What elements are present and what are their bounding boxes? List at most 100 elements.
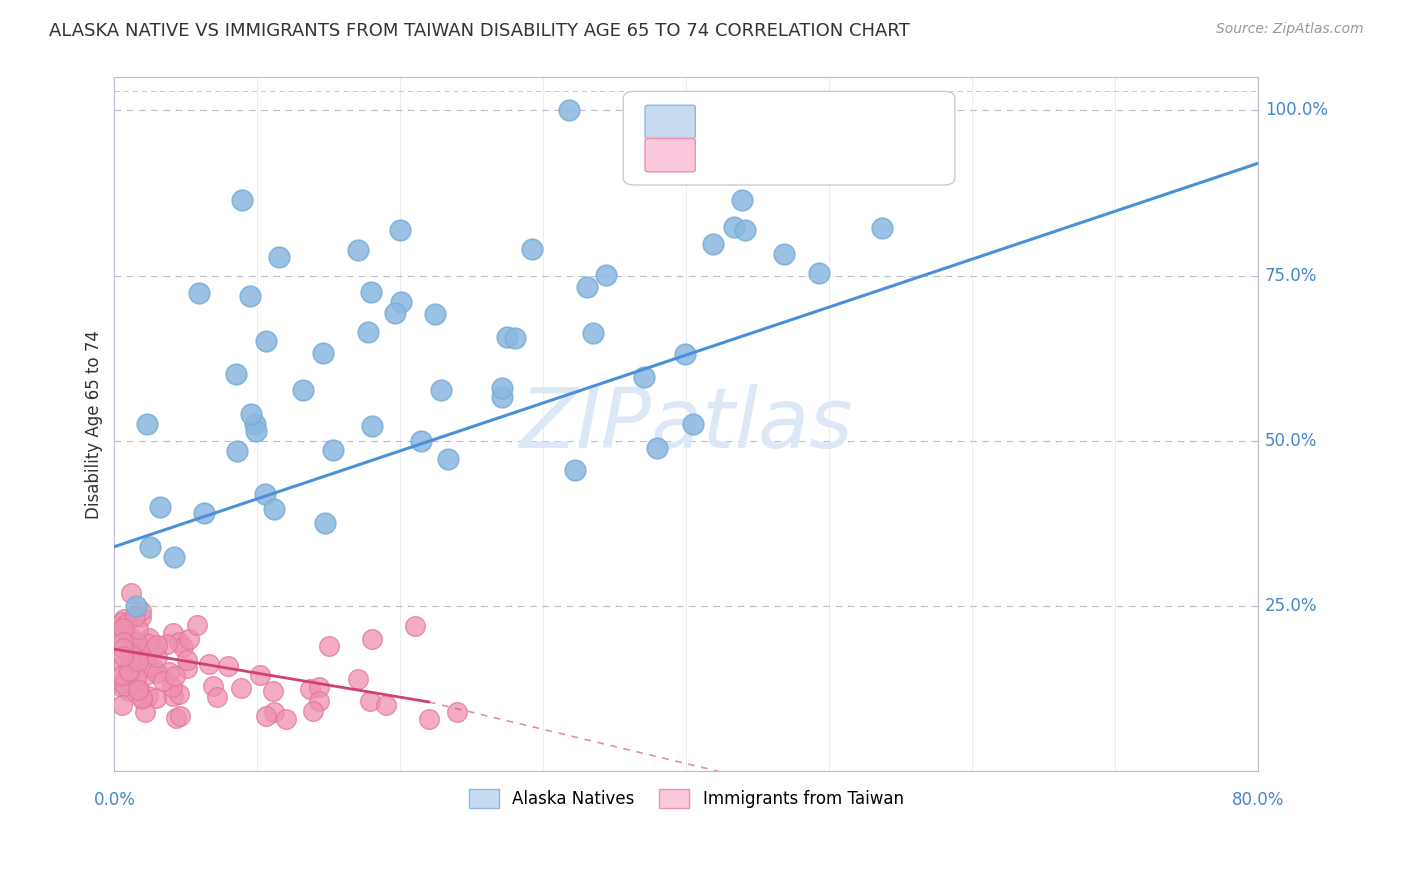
Point (131, 605, 153, 619)
Point (136, 660, 159, 674)
Point (114, 672, 136, 686)
Point (129, 645, 152, 659)
Point (134, 705, 156, 719)
Point (111, 680, 134, 694)
Point (254, 487, 277, 501)
Point (124, 609, 146, 624)
Point (111, 640, 134, 655)
Point (114, 625, 136, 640)
Point (503, 331, 526, 345)
Point (118, 650, 141, 665)
Point (267, 250, 290, 264)
Point (142, 661, 165, 675)
Point (274, 712, 297, 726)
Point (131, 690, 153, 705)
Point (118, 644, 141, 658)
Text: ZIPatlas: ZIPatlas (519, 384, 853, 465)
Text: Source: ZipAtlas.com: Source: ZipAtlas.com (1216, 22, 1364, 37)
Point (129, 610, 152, 624)
Point (125, 635, 148, 649)
Point (346, 244, 368, 258)
Point (120, 586, 142, 600)
Point (156, 636, 179, 650)
Point (723, 220, 745, 235)
Point (177, 632, 200, 646)
Point (127, 681, 149, 695)
Point (347, 672, 370, 686)
Point (136, 636, 159, 650)
Point (136, 417, 159, 432)
Point (409, 434, 432, 449)
Point (564, 463, 586, 477)
Text: 80.0%: 80.0% (1232, 791, 1284, 809)
Point (437, 451, 460, 466)
Point (491, 390, 513, 404)
Point (165, 711, 187, 725)
Point (125, 646, 148, 660)
FancyBboxPatch shape (645, 105, 696, 138)
Point (446, 705, 468, 719)
Point (146, 638, 169, 652)
Point (263, 683, 285, 698)
Point (731, 193, 754, 207)
Text: 75.0%: 75.0% (1265, 267, 1317, 285)
Point (127, 654, 149, 668)
Point (197, 657, 219, 672)
Point (682, 417, 704, 431)
Y-axis label: Disability Age 65 to 74: Disability Age 65 to 74 (86, 330, 103, 519)
Point (167, 687, 190, 701)
Point (120, 643, 142, 657)
Point (122, 634, 145, 648)
Point (193, 506, 215, 520)
Point (127, 623, 149, 637)
Point (157, 665, 180, 679)
Point (136, 689, 159, 703)
Point (121, 631, 143, 645)
Point (231, 681, 253, 695)
Point (359, 693, 381, 707)
Legend: Alaska Natives, Immigrants from Taiwan: Alaska Natives, Immigrants from Taiwan (463, 782, 910, 815)
Point (245, 417, 267, 431)
Point (308, 694, 330, 708)
Point (135, 668, 157, 682)
Point (318, 639, 340, 653)
Point (595, 268, 617, 282)
Point (186, 617, 208, 632)
Point (138, 631, 160, 645)
Point (582, 326, 605, 340)
Point (117, 665, 139, 679)
Point (145, 690, 167, 705)
FancyBboxPatch shape (645, 138, 696, 172)
Point (118, 664, 141, 678)
Point (162, 689, 184, 703)
Point (375, 698, 398, 713)
Point (143, 641, 166, 656)
Point (165, 669, 187, 683)
Point (254, 334, 277, 348)
Point (312, 346, 335, 360)
Point (360, 285, 382, 299)
Point (576, 280, 599, 294)
Point (430, 384, 453, 398)
Point (772, 247, 794, 261)
Point (308, 680, 330, 694)
Point (418, 712, 440, 726)
Point (384, 306, 406, 320)
Point (167, 635, 190, 649)
Point (226, 443, 249, 458)
Point (145, 666, 167, 681)
Point (127, 644, 149, 658)
Point (176, 661, 198, 675)
Point (239, 289, 262, 303)
Point (114, 679, 136, 693)
Text: 100.0%: 100.0% (1265, 102, 1329, 120)
Point (302, 704, 325, 718)
Point (115, 671, 138, 685)
Point (322, 443, 344, 458)
Text: 50.0%: 50.0% (1265, 432, 1317, 450)
Point (734, 223, 756, 237)
Point (360, 419, 382, 434)
Point (291, 383, 314, 397)
Point (125, 599, 148, 614)
Point (131, 691, 153, 706)
